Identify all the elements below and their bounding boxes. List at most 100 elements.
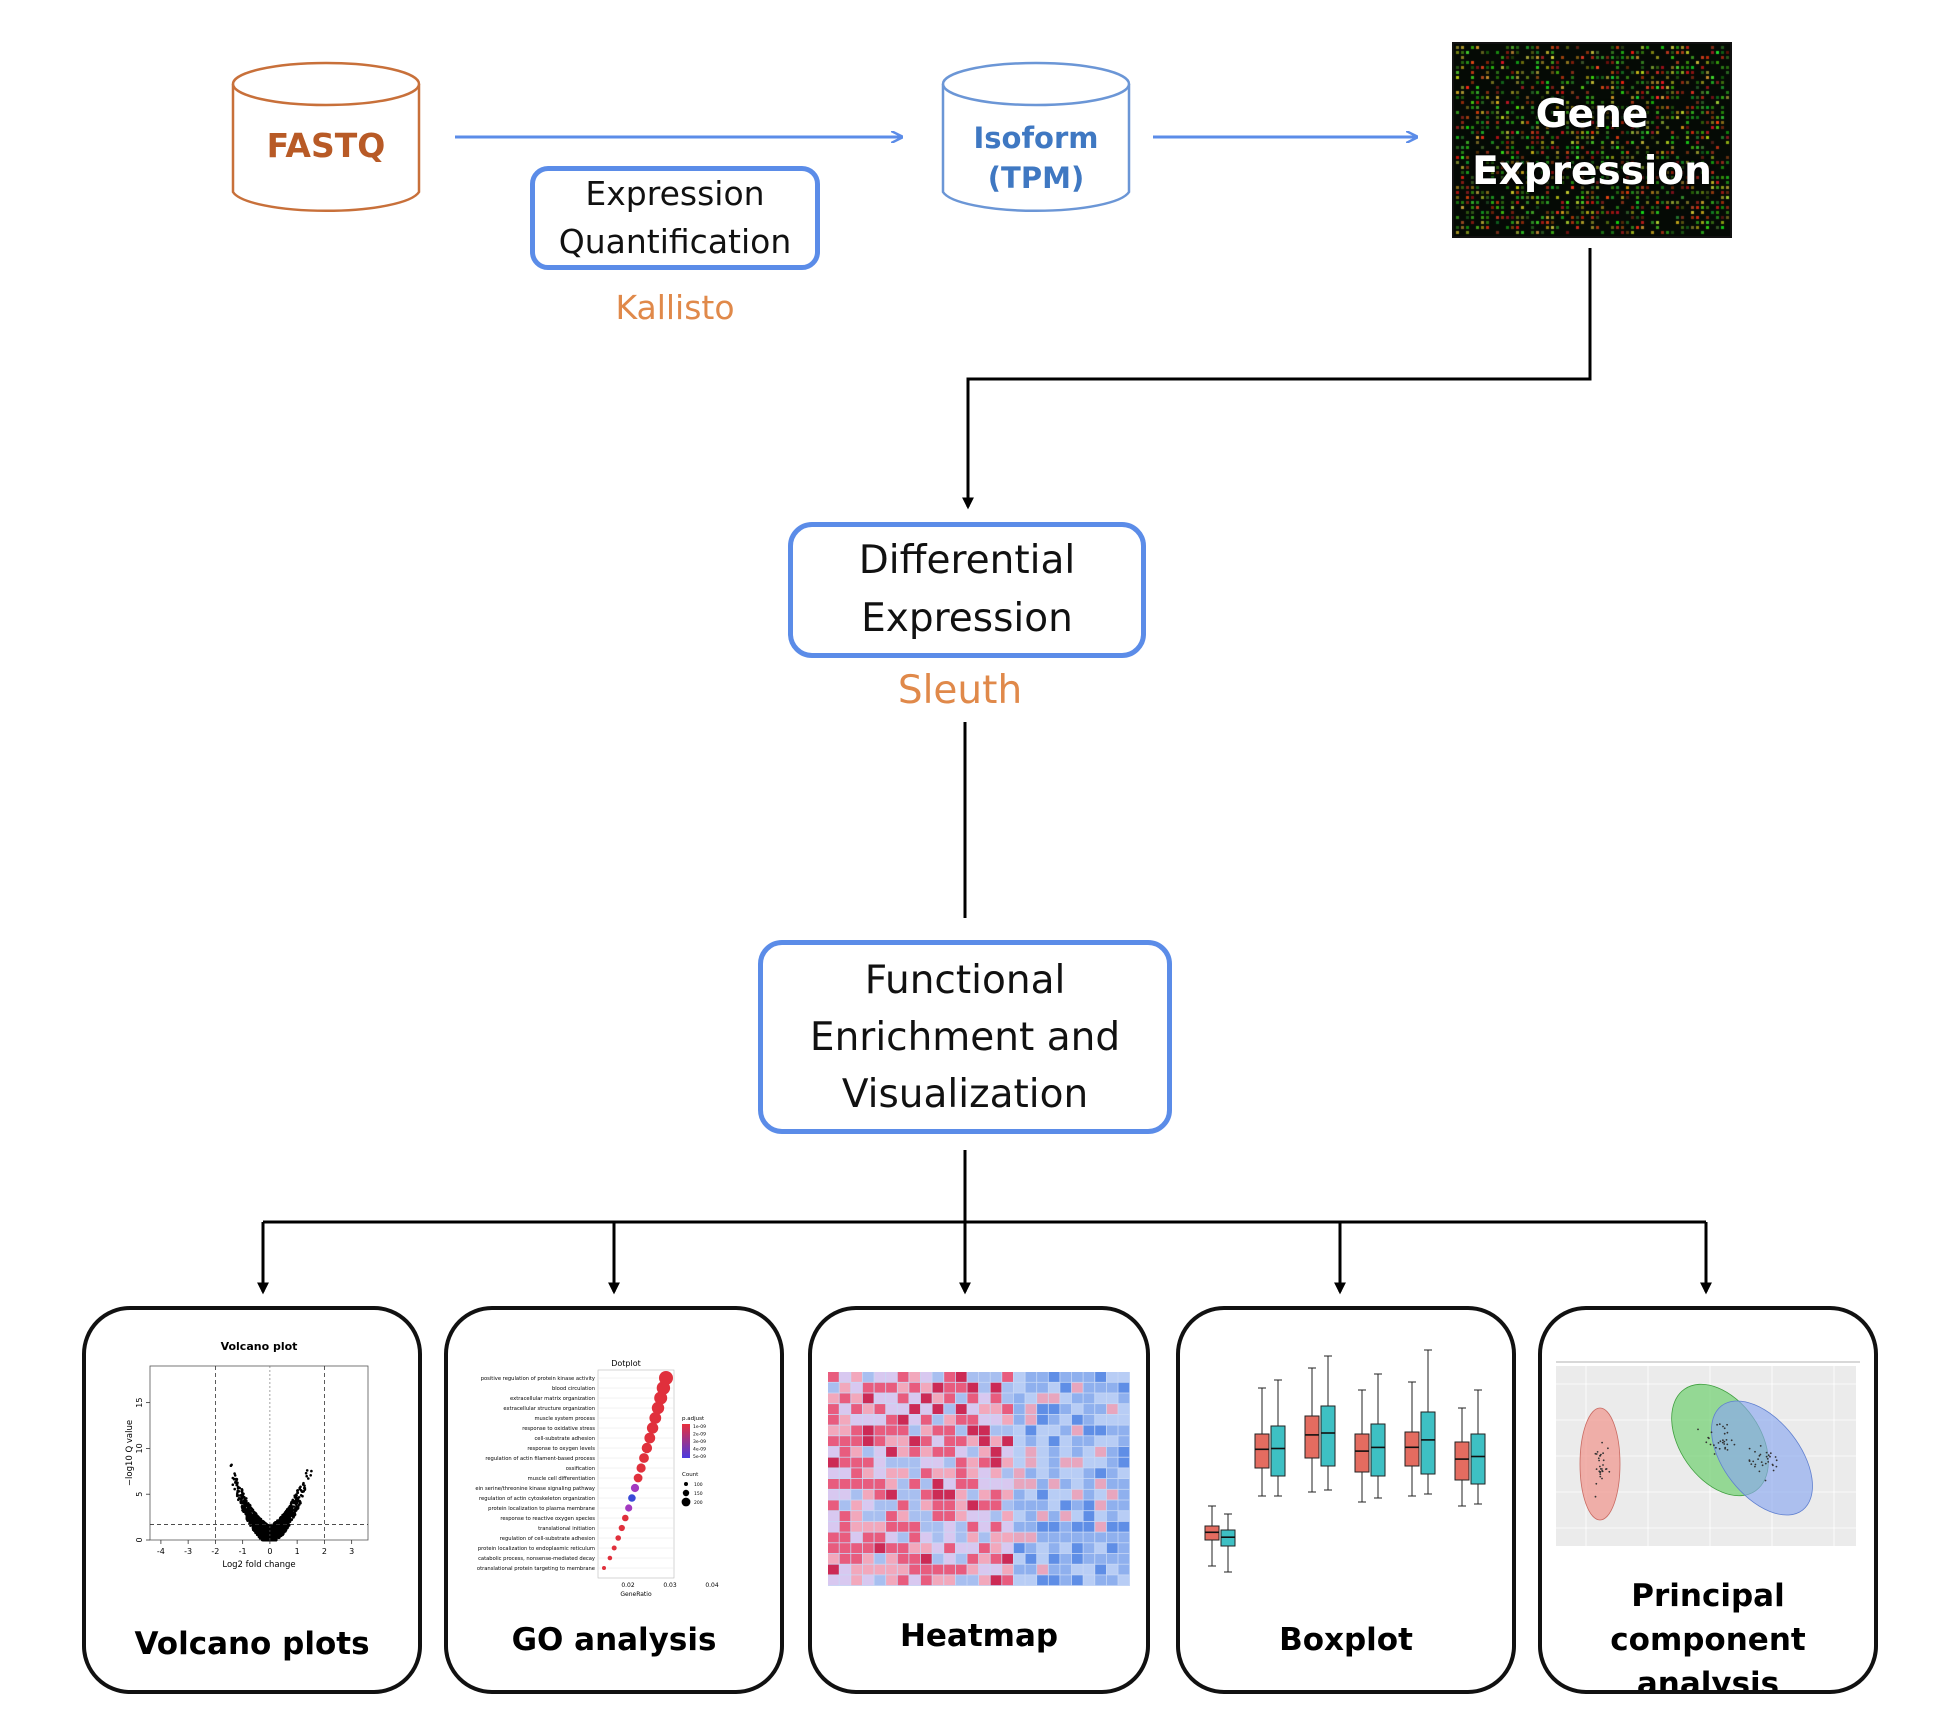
volcano-point — [278, 1533, 282, 1536]
heatmap-cell — [828, 1521, 839, 1532]
volcano-point — [265, 1538, 269, 1542]
heatmap-cell — [886, 1382, 897, 1393]
volcano-point — [274, 1524, 278, 1527]
volcano-point — [241, 1508, 244, 1512]
volcano-point — [295, 1494, 298, 1497]
heatmap-cell — [828, 1393, 839, 1404]
heatmap-cell — [967, 1382, 979, 1393]
heatmap-cell — [862, 1393, 874, 1404]
heatmap-cell — [944, 1553, 955, 1564]
pca-point — [1723, 1427, 1726, 1430]
volcano-point — [283, 1520, 287, 1523]
go-count-value: 150 — [694, 1491, 703, 1497]
functional-line2: Enrichment and — [809, 1014, 1121, 1060]
heatmap-cell — [944, 1404, 955, 1414]
go-term-label: extracellular structure organization — [503, 1406, 595, 1412]
heatmap-cell — [1106, 1500, 1118, 1511]
heatmap-cell — [932, 1521, 944, 1532]
gene-expression-line2: Expression — [1472, 149, 1712, 194]
heatmap-cell — [874, 1425, 886, 1436]
heatmap-cell — [1002, 1575, 1013, 1586]
heatmap-cell — [1037, 1575, 1048, 1586]
heatmap-cell — [1083, 1393, 1095, 1404]
heatmap-cell — [932, 1393, 944, 1404]
heatmap-cell — [874, 1372, 886, 1382]
heatmap-cell — [862, 1468, 874, 1479]
heatmap-cell — [944, 1457, 955, 1468]
volcano-point — [304, 1471, 308, 1475]
volcano-point — [239, 1501, 243, 1504]
heatmap-cell — [874, 1382, 886, 1393]
heatmap-cell — [1048, 1564, 1060, 1575]
go-term-label: positive regulation of protein kinase ac… — [481, 1376, 595, 1382]
volcano-point — [252, 1516, 255, 1519]
heatmap-cell — [944, 1425, 955, 1436]
go-term-label: muscle system process — [534, 1416, 595, 1422]
volcano-point — [251, 1524, 255, 1528]
heatmap-cell — [1106, 1457, 1118, 1468]
heatmap-cell — [990, 1479, 1002, 1489]
heatmap-cell — [1071, 1553, 1083, 1564]
heatmap-cell — [1060, 1489, 1072, 1500]
heatmap-cell — [955, 1553, 967, 1564]
heatmap-cell — [897, 1393, 909, 1404]
heatmap-cell — [1106, 1425, 1118, 1436]
volcano-point — [251, 1526, 255, 1529]
heatmap-cell — [1083, 1543, 1095, 1554]
heatmap-cell — [1002, 1489, 1013, 1500]
volcano-point — [240, 1488, 244, 1491]
heatmap-cell — [1060, 1521, 1072, 1532]
heatmap-cell — [839, 1457, 851, 1468]
volcano-point — [246, 1511, 250, 1515]
heatmap-cell — [1048, 1436, 1060, 1447]
pca-point — [1775, 1465, 1778, 1468]
heatmap-cell — [828, 1446, 839, 1457]
pca-group-3-ellipse — [1711, 1400, 1813, 1516]
heatmap-cell — [851, 1446, 862, 1457]
volcano-point — [305, 1469, 309, 1472]
pca-point — [1759, 1453, 1762, 1456]
pca-point — [1723, 1432, 1726, 1435]
heatmap-cell — [909, 1446, 921, 1457]
go-term-label: muscle cell differentiation — [528, 1476, 595, 1482]
heatmap-cell — [862, 1436, 874, 1447]
heatmap-cell — [990, 1425, 1002, 1436]
heatmap-cell — [990, 1575, 1002, 1586]
heatmap-cell — [862, 1500, 874, 1511]
heatmap-cell — [886, 1425, 897, 1436]
pca-point — [1713, 1444, 1715, 1447]
heatmap-cell — [1025, 1468, 1037, 1479]
heatmap-cell — [1060, 1414, 1072, 1425]
pca-point — [1718, 1423, 1721, 1425]
volcano-x-tick-label: -3 — [184, 1547, 192, 1556]
pca-point — [1717, 1442, 1720, 1444]
functional-line3: Visualization — [841, 1071, 1089, 1117]
heatmap-cell — [886, 1372, 897, 1382]
pca-point — [1769, 1452, 1772, 1455]
volcano-point — [271, 1524, 275, 1527]
isoform-label-line2: (TPM) — [987, 161, 1085, 195]
go-term-label: protein localization to plasma membrane — [488, 1506, 595, 1512]
heatmap-cell — [862, 1553, 874, 1564]
heatmap-cell — [1060, 1543, 1072, 1554]
pca-point — [1748, 1447, 1751, 1450]
heatmap-title: Heatmap — [899, 1618, 1059, 1654]
heatmap-cell — [1095, 1521, 1106, 1532]
heatmap-cell — [851, 1382, 862, 1393]
microarray-texture — [1454, 44, 1730, 236]
pca-point — [1716, 1423, 1718, 1426]
heatmap-cell — [1037, 1468, 1048, 1479]
go-term-label: blood circulation — [552, 1386, 595, 1392]
heatmap-cell — [932, 1489, 944, 1500]
fastq-database-icon — [231, 61, 421, 213]
heatmap-cell — [851, 1489, 862, 1500]
go-term-label: catabolic process, nonsense-mediated dec… — [478, 1556, 595, 1562]
heatmap-cell — [944, 1382, 955, 1393]
pca-point — [1754, 1465, 1756, 1468]
go-term-label: response to oxygen levels — [527, 1446, 595, 1452]
heatmap-cell — [1118, 1414, 1130, 1425]
go-dotplot-thumbnail: Dotplot positive regulation of protein ki… — [475, 1359, 718, 1598]
heatmap-cell — [1037, 1479, 1048, 1489]
heatmap-cell — [839, 1532, 851, 1543]
heatmap-cell — [1002, 1564, 1013, 1575]
